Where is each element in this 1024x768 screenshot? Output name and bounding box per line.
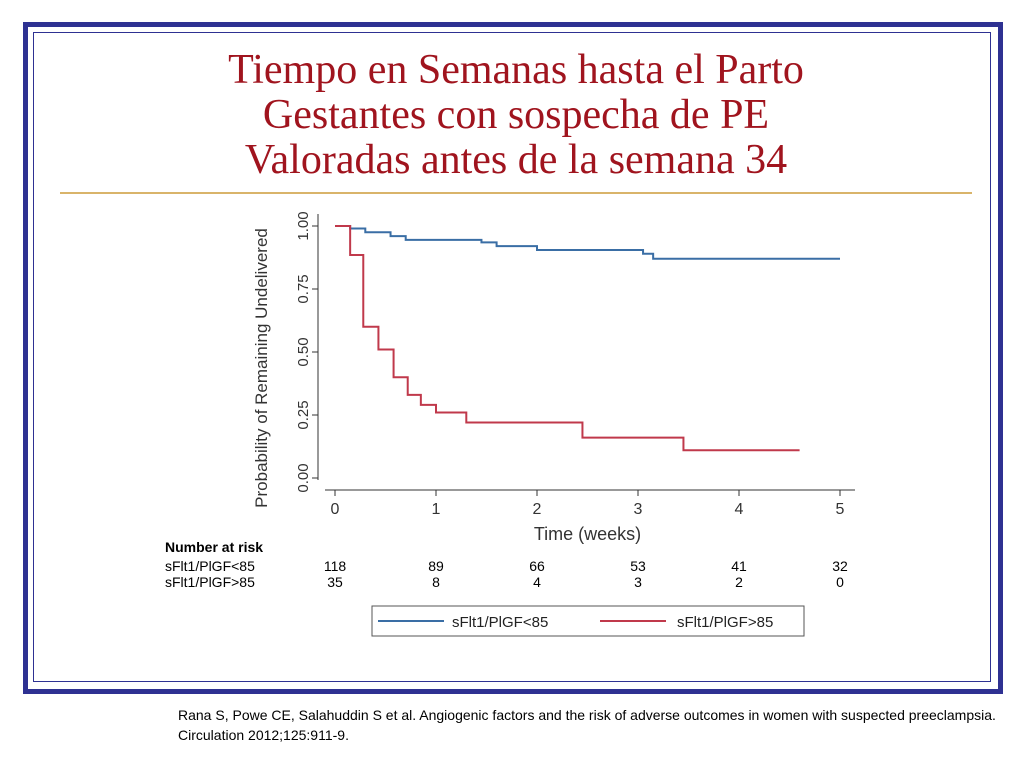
risk-table-row-label: sFlt1/PlGF<85 (165, 558, 255, 574)
y-tick-label: 0.25 (295, 400, 312, 429)
risk-table-value: 4 (533, 574, 541, 590)
risk-table-value: 3 (634, 574, 642, 590)
legend-box (371, 605, 805, 637)
x-axis-label: Time (weeks) (534, 524, 641, 544)
y-tick-label: 1.00 (295, 211, 312, 240)
citation: Rana S, Powe CE, Salahuddin S et al. Ang… (178, 707, 996, 743)
risk-table-value: 66 (529, 558, 545, 574)
series-line-1 (335, 225, 840, 260)
risk-table-value: 53 (630, 558, 646, 574)
risk-table-value: 89 (428, 558, 444, 574)
title-line-2: Gestantes con sospecha de PE (262, 92, 770, 138)
title-line-3: Valoradas antes de la semana 34 (244, 137, 788, 183)
risk-table-value: 35 (327, 574, 343, 590)
legend-label-2: sFlt1/PlGF>85 (677, 614, 773, 631)
x-tick-label: 5 (836, 501, 845, 518)
risk-table-value: 32 (832, 558, 848, 574)
risk-table-value: 41 (731, 558, 747, 574)
y-tick-label: 0.50 (295, 337, 312, 366)
x-tick-label: 3 (634, 501, 643, 518)
x-tick-label: 0 (331, 501, 340, 518)
x-tick-label: 1 (432, 501, 441, 518)
y-tick-label: 0.75 (295, 274, 312, 303)
kaplan-meier-chart: 0.00 0.25 0.50 0.75 1.00 0 1 2 3 4 5 Probability of… (165, 211, 855, 637)
legend-label-1: sFlt1/PlGF<85 (452, 614, 548, 631)
slide-outer-frame (23, 22, 1003, 694)
risk-table-value: 118 (324, 558, 347, 574)
risk-table-value: 2 (735, 574, 743, 590)
x-tick-label: 2 (533, 501, 542, 518)
risk-table-header: Number at risk (165, 539, 263, 555)
slide-title: Tiempo en Semanas hasta el Parto Gestant… (60, 48, 972, 183)
y-tick-label: 0.00 (295, 463, 312, 492)
risk-table-value: 0 (836, 574, 844, 590)
risk-table-value: 8 (432, 574, 440, 590)
x-tick-label: 4 (735, 501, 744, 518)
title-divider (60, 192, 972, 194)
title-line-1: Tiempo en Semanas hasta el Parto (228, 47, 804, 93)
series-line-2 (335, 225, 800, 452)
y-axis-label: Probability of Remaining Undelivered (252, 228, 271, 508)
risk-table-row-label: sFlt1/PlGF>85 (165, 574, 255, 590)
slide-inner-frame (33, 32, 991, 682)
